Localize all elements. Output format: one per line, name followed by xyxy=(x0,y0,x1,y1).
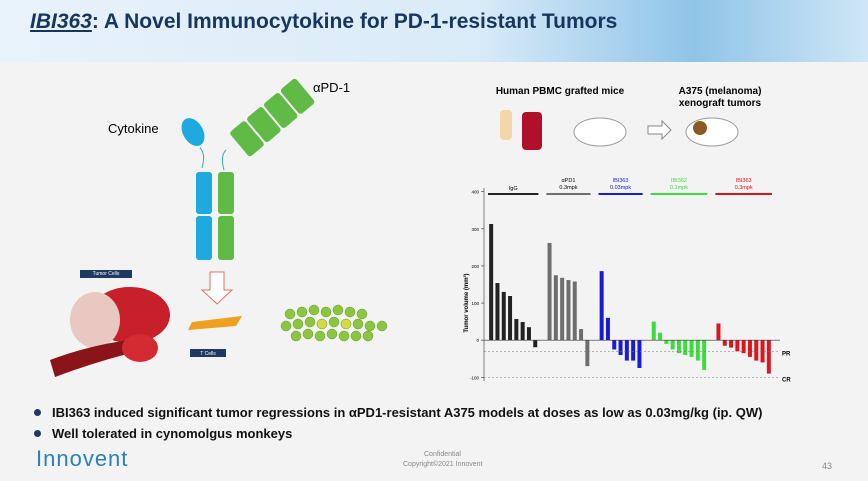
bullet: IBI363 induced significant tumor regress… xyxy=(34,405,762,420)
bar xyxy=(547,242,552,341)
bar xyxy=(533,340,538,348)
bar xyxy=(664,340,669,344)
bar xyxy=(624,340,629,361)
model-left-label: Human PBMC grafted mice xyxy=(496,86,625,97)
bar xyxy=(766,340,771,374)
group-dose: 0.3mpk xyxy=(559,185,577,191)
bar xyxy=(585,340,590,367)
page-number: 43 xyxy=(822,461,833,471)
tumor-cells-label: Tumor Cells xyxy=(93,271,120,277)
bar xyxy=(676,340,681,354)
bar xyxy=(526,327,531,341)
title-prefix: IBI363 xyxy=(30,10,92,33)
antibody-label: αPD-1 xyxy=(313,80,350,95)
bar xyxy=(579,329,584,341)
y-axis-label: Tumor volume (mm³) xyxy=(463,273,470,332)
ref-label: PR xyxy=(782,351,791,357)
bar xyxy=(495,283,500,341)
y-tick-label: 400 xyxy=(471,190,479,195)
bullet-list: IBI363 induced significant tumor regress… xyxy=(34,405,762,447)
group-dose: 0.3mpk xyxy=(735,185,753,191)
group-dose: 0.03mpk xyxy=(610,185,631,191)
bar xyxy=(722,340,727,346)
confidential: Confidential xyxy=(424,451,461,458)
bar xyxy=(618,340,623,356)
bar xyxy=(508,296,513,341)
bar xyxy=(631,340,636,361)
title-rest: : A Novel Immunocytokine for PD-1-resist… xyxy=(91,10,618,33)
copyright: Copyright©2021 Innovent xyxy=(403,461,483,468)
y-tick-label: 100 xyxy=(471,301,479,306)
bar xyxy=(560,277,565,341)
group-name: IBI363 xyxy=(613,178,629,184)
bar xyxy=(520,321,525,341)
bar xyxy=(658,332,663,341)
bar xyxy=(741,340,746,354)
y-tick-label: 0 xyxy=(476,338,479,343)
y-tick-label: 300 xyxy=(471,227,479,232)
bar xyxy=(612,340,617,350)
group-name: IgG xyxy=(509,186,518,192)
bar xyxy=(572,281,577,341)
bar xyxy=(729,340,734,348)
title-bar xyxy=(0,0,868,62)
bar xyxy=(735,340,740,352)
bar xyxy=(514,319,519,341)
bar xyxy=(716,323,721,341)
t-cells-label: T Cells xyxy=(200,351,216,357)
bar xyxy=(695,340,700,361)
group-dose: 0.1mpk xyxy=(670,185,688,191)
slide-title: IBI363: A Novel Immunocytokine for PD-1-… xyxy=(30,10,617,34)
cytokine-label: Cytokine xyxy=(108,121,159,136)
bar xyxy=(501,291,506,341)
bar xyxy=(689,340,694,357)
bar xyxy=(670,340,675,350)
ref-label: CR xyxy=(782,377,791,383)
bar xyxy=(605,317,610,341)
bar xyxy=(553,275,558,341)
bar xyxy=(754,340,759,361)
figure: αPD-1 Cytokine Tumor Cells T Cells Human… xyxy=(50,78,791,383)
model-right-label: A375 (melanoma) xenograft tumors xyxy=(679,86,762,109)
bar xyxy=(702,340,707,370)
bar xyxy=(651,321,656,341)
bar xyxy=(683,340,688,356)
y-tick-label: -100 xyxy=(470,375,480,380)
bar xyxy=(599,271,604,341)
bar xyxy=(760,340,765,363)
logo: Innovent xyxy=(36,446,129,471)
group-name: IBI362 xyxy=(671,178,687,184)
group-name: αPD1 xyxy=(562,178,576,184)
bullet: Well tolerated in cynomolgus monkeys xyxy=(34,426,762,441)
bar xyxy=(566,280,571,341)
group-name: IBI363 xyxy=(736,178,752,184)
y-tick-label: 200 xyxy=(471,264,479,269)
bar xyxy=(489,224,494,341)
bar xyxy=(637,340,642,369)
bar xyxy=(747,340,752,357)
